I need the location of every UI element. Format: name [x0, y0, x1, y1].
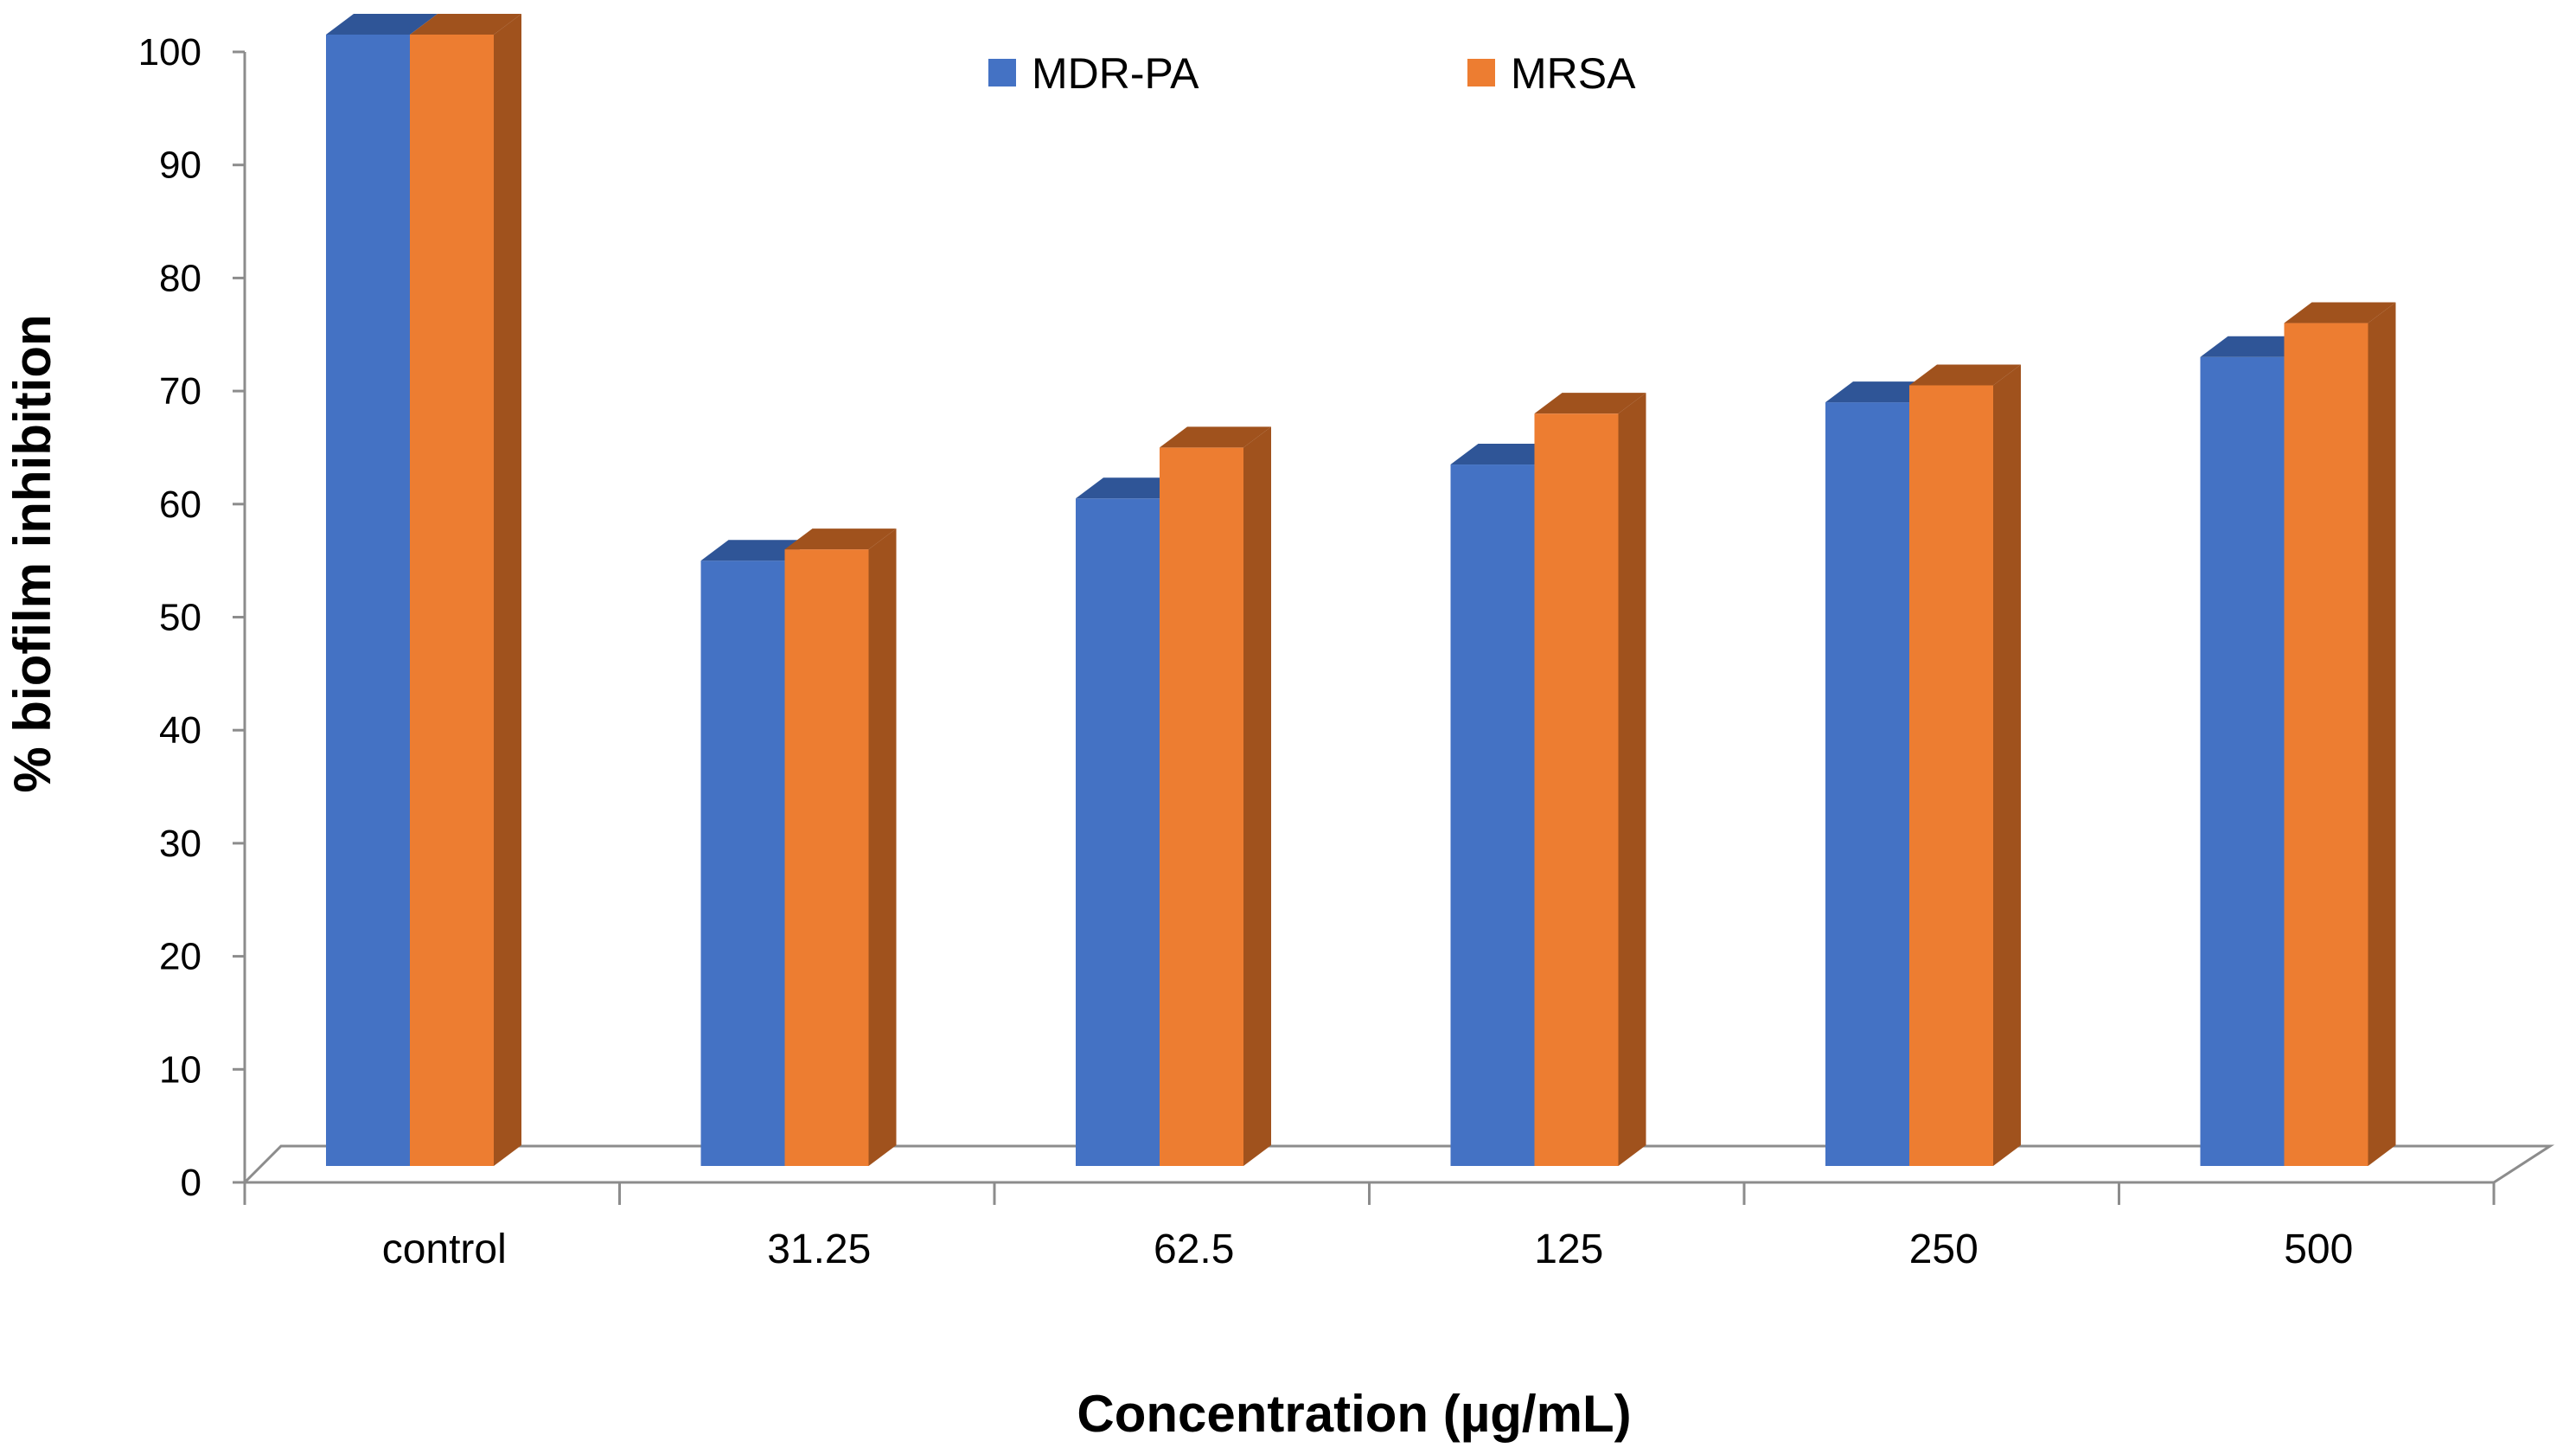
bar-side-face [494, 14, 521, 1166]
legend-swatch-mdr-pa [988, 59, 1016, 86]
bar-top-face [2284, 302, 2396, 323]
bar-mdr-pa-250 [1825, 381, 1937, 1167]
bar-top-face [410, 14, 521, 35]
bar-front-face [1160, 447, 1243, 1166]
bar-front-face [700, 560, 785, 1166]
x-axis: control 31.25 62.5 125 250 500 [243, 1181, 2496, 1272]
bar-side-face [1618, 393, 1646, 1166]
bar-mrsa-250 [1909, 364, 2021, 1167]
bar-side-face [1993, 364, 2021, 1167]
y-tick-label: 80 [159, 257, 201, 299]
bar-front-face [2284, 323, 2368, 1166]
bar-top-face [1160, 426, 1271, 448]
x-tick-label-250: 250 [1909, 1227, 1978, 1272]
legend-swatch-mrsa [1467, 59, 1495, 86]
x-tick-label-62-5: 62.5 [1154, 1227, 1234, 1272]
bar-top-face [784, 528, 897, 550]
bar-top-face [1909, 364, 2021, 386]
x-tick-label-500: 500 [2284, 1227, 2353, 1272]
bar-front-face [1450, 464, 1535, 1166]
bar-mrsa-control [410, 14, 521, 1166]
y-tick-label: 50 [159, 597, 201, 639]
y-tick-label: 10 [159, 1048, 201, 1091]
bar-front-face [1076, 498, 1160, 1166]
bar-front-face [326, 35, 410, 1166]
bar-front-face [1534, 413, 1619, 1166]
y-tick-label: 90 [159, 144, 201, 187]
legend-label-mrsa: MRSA [1511, 49, 1636, 98]
bar-front-face [2200, 356, 2285, 1166]
y-tick-label: 20 [159, 936, 201, 978]
y-tick-label: 40 [159, 709, 201, 752]
bar-mdr-pa-31-25 [700, 540, 813, 1166]
x-axis-title: Concentration (µg/mL) [1077, 1385, 1631, 1443]
x-tick-label-31-25: 31.25 [767, 1227, 871, 1272]
bar-side-face [868, 528, 897, 1166]
y-axis-title: % biofilm inhibition [3, 314, 61, 792]
bar-mdr-pa-62-5 [1076, 477, 1187, 1166]
x-tick-label-control: control [382, 1227, 507, 1272]
bar-top-face [326, 14, 438, 35]
bar-front-face [410, 35, 494, 1166]
legend: MDR-PA MRSA [988, 49, 1636, 98]
bar-front-face [1825, 402, 1909, 1167]
bar-top-face [1450, 444, 1563, 465]
bar-front-face [1909, 385, 1993, 1167]
bar-mrsa-500 [2284, 302, 2396, 1166]
bar-mdr-pa-control [326, 14, 438, 1166]
bar-top-face [2200, 336, 2312, 357]
y-tick-label: 70 [159, 370, 201, 413]
y-tick-label: 0 [181, 1162, 201, 1204]
bar-mdr-pa-125 [1450, 444, 1563, 1166]
bar-top-face [1825, 381, 1937, 403]
bar-top-face [1534, 393, 1646, 414]
y-tick-label: 60 [159, 484, 201, 526]
bar-top-face [700, 540, 813, 561]
y-tick-label: 30 [159, 823, 201, 865]
x-tick-label-125: 125 [1534, 1227, 1603, 1272]
bar-side-face [1243, 426, 1271, 1166]
y-tick-label: 100 [138, 31, 201, 74]
bar-mdr-pa-500 [2200, 336, 2312, 1166]
bar-mrsa-62-5 [1160, 426, 1271, 1166]
bars [326, 14, 2396, 1167]
bar-front-face [784, 549, 869, 1166]
bar-side-face [2368, 302, 2396, 1166]
y-axis: 0 10 20 30 40 50 60 70 80 90 100 [138, 31, 246, 1204]
bar-top-face [1076, 477, 1187, 499]
legend-label-mdr-pa: MDR-PA [1032, 49, 1199, 98]
bar-mrsa-31-25 [784, 528, 897, 1166]
bar-mrsa-125 [1534, 393, 1646, 1166]
